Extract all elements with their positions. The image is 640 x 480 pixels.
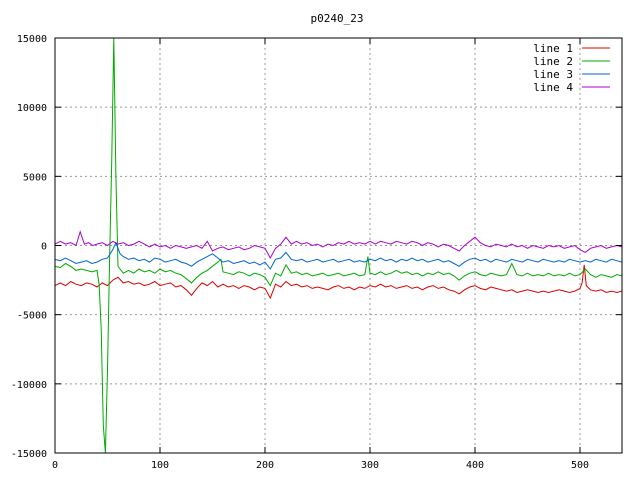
series-line-3 (55, 241, 622, 270)
y-tick-label: 10000 (17, 103, 47, 114)
legend-label: line 3 (533, 68, 573, 81)
x-tick-label: 200 (256, 460, 274, 471)
x-tick-label: 400 (466, 460, 484, 471)
y-tick-label: -15000 (11, 449, 47, 460)
axis-ticks: 0 100 200 300 400 500 -15000 -10000 -5000 0 5000 10… (11, 34, 622, 471)
legend-label: line 1 (533, 42, 573, 55)
x-tick-label: 100 (151, 460, 169, 471)
series-layer (55, 38, 622, 453)
x-tick-label: 300 (361, 460, 379, 471)
series-line-2 (55, 38, 622, 453)
y-tick-label: -5000 (17, 311, 47, 322)
y-tick-label: 15000 (17, 34, 47, 45)
y-tick-label: -10000 (11, 380, 47, 391)
series-line-4 (55, 230, 622, 260)
y-tick-label: 5000 (23, 172, 47, 183)
y-tick-label: 0 (41, 242, 47, 253)
chart-title: p0240_23 (311, 12, 364, 25)
legend-label: line 4 (533, 81, 573, 94)
legend-label: line 2 (533, 55, 573, 68)
grid-lines (55, 38, 622, 453)
x-tick-label: 500 (571, 460, 589, 471)
series-line-1 (55, 264, 622, 300)
x-tick-label: 0 (52, 460, 58, 471)
